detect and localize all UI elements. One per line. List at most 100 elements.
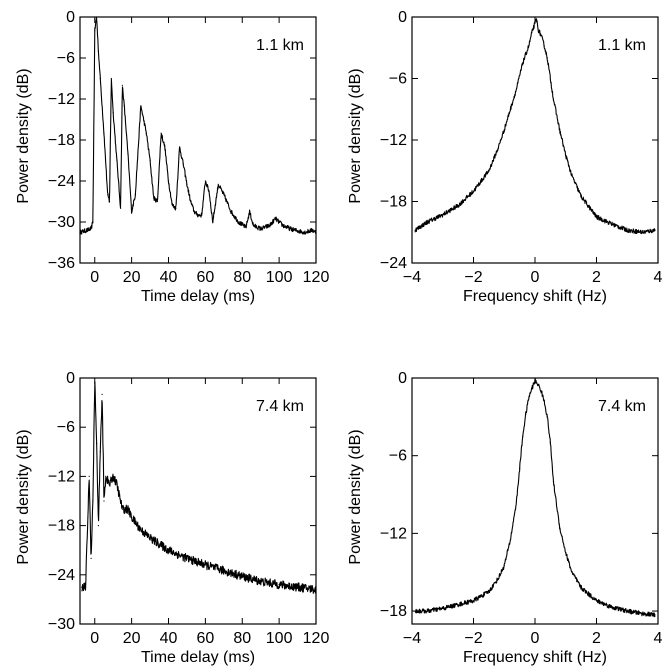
data-point bbox=[94, 377, 96, 379]
y-tick-label: 0 bbox=[66, 370, 75, 387]
x-tick-label: 2 bbox=[592, 630, 601, 647]
data-point bbox=[127, 508, 129, 510]
power-density-series bbox=[414, 378, 656, 618]
data-point bbox=[103, 132, 105, 134]
y-axis-label: Power density (dB) bbox=[347, 429, 364, 564]
x-tick-label: 40 bbox=[160, 630, 178, 647]
data-point bbox=[534, 22, 536, 24]
y-tick-label: −24 bbox=[380, 255, 407, 272]
data-point bbox=[522, 62, 524, 64]
x-axis-label: Time delay (ms) bbox=[141, 288, 255, 305]
data-point bbox=[559, 129, 561, 131]
data-point bbox=[140, 105, 142, 107]
data-point bbox=[112, 475, 114, 477]
data-point bbox=[472, 190, 475, 192]
data-point bbox=[120, 207, 122, 209]
data-point bbox=[92, 500, 94, 502]
y-tick-label: −12 bbox=[48, 91, 75, 108]
data-point bbox=[282, 224, 284, 226]
data-point bbox=[497, 578, 499, 580]
data-point bbox=[252, 224, 254, 226]
data-point bbox=[414, 610, 416, 612]
x-tick-label: 0 bbox=[531, 269, 540, 286]
data-point bbox=[167, 180, 170, 182]
y-tick-label: −18 bbox=[380, 194, 407, 211]
data-point bbox=[212, 221, 214, 223]
y-tick-label: 0 bbox=[398, 9, 407, 26]
data-point bbox=[297, 230, 299, 232]
data-point bbox=[123, 105, 125, 107]
data-point bbox=[571, 175, 573, 177]
data-point bbox=[534, 380, 536, 382]
y-tick-label: −30 bbox=[48, 214, 75, 231]
data-point bbox=[515, 500, 518, 502]
data-point bbox=[414, 229, 416, 231]
data-point bbox=[654, 229, 656, 231]
y-tick-label: −6 bbox=[57, 50, 75, 67]
data-point bbox=[88, 475, 90, 477]
y-axis-label: Power density (dB) bbox=[347, 68, 364, 203]
data-point bbox=[167, 549, 170, 551]
data-point bbox=[543, 400, 545, 402]
y-tick-label: 0 bbox=[398, 370, 407, 387]
power-density-series bbox=[79, 17, 317, 235]
x-tick-label: 100 bbox=[266, 269, 293, 286]
data-point bbox=[145, 132, 147, 134]
y-tick-label: −6 bbox=[57, 419, 75, 436]
panel-frequency-shift-7-4km: −4 −2 0 2 4 0 −6 −12 −18 Frequency shift (Hz) Powe… bbox=[347, 370, 663, 666]
data-point bbox=[97, 50, 99, 52]
data-point bbox=[543, 45, 545, 47]
data-point bbox=[525, 413, 527, 415]
data-point bbox=[546, 57, 548, 59]
power-density-series bbox=[414, 18, 656, 235]
data-point bbox=[86, 229, 88, 231]
x-axis-label: Frequency shift (Hz) bbox=[463, 649, 607, 666]
data-point bbox=[311, 229, 313, 231]
data-point bbox=[537, 28, 539, 30]
y-tick-label: −24 bbox=[48, 173, 75, 190]
data-point bbox=[197, 214, 199, 216]
x-tick-label: 40 bbox=[160, 269, 178, 286]
data-point bbox=[503, 129, 505, 131]
data-point bbox=[131, 516, 133, 519]
data-point bbox=[611, 223, 613, 225]
x-tick-label: −2 bbox=[464, 269, 482, 286]
data-point bbox=[116, 159, 118, 162]
data-point bbox=[522, 435, 524, 437]
x-axis-label: Frequency shift (Hz) bbox=[463, 288, 607, 305]
data-point bbox=[642, 613, 644, 615]
data-point bbox=[99, 77, 101, 80]
data-point bbox=[457, 604, 459, 606]
data-point bbox=[238, 221, 240, 223]
data-point bbox=[552, 98, 555, 100]
data-point bbox=[175, 207, 177, 209]
x-tick-label: −2 bbox=[464, 630, 482, 647]
data-point bbox=[488, 591, 490, 593]
x-tick-label: 0 bbox=[90, 269, 99, 286]
data-point bbox=[528, 396, 530, 398]
data-point bbox=[540, 390, 542, 392]
data-point bbox=[426, 610, 428, 612]
data-point bbox=[260, 580, 262, 583]
data-point bbox=[223, 194, 225, 196]
y-axis-label: Power density (dB) bbox=[15, 68, 32, 203]
data-point bbox=[153, 197, 155, 199]
data-point bbox=[304, 231, 306, 233]
data-point bbox=[531, 31, 533, 33]
x-tick-label: 0 bbox=[90, 630, 99, 647]
data-point bbox=[245, 226, 247, 229]
x-tick-label: 100 bbox=[266, 630, 293, 647]
data-point bbox=[186, 183, 188, 185]
data-point bbox=[642, 231, 644, 233]
data-point bbox=[190, 200, 192, 203]
y-tick-label: −36 bbox=[48, 255, 75, 272]
data-point bbox=[626, 229, 628, 231]
power-density-series bbox=[81, 381, 317, 594]
data-point bbox=[278, 584, 280, 586]
data-point bbox=[90, 557, 92, 560]
x-tick-label: 80 bbox=[233, 269, 251, 286]
data-point bbox=[186, 557, 188, 560]
x-tick-label: 60 bbox=[196, 630, 214, 647]
data-point bbox=[611, 606, 613, 608]
